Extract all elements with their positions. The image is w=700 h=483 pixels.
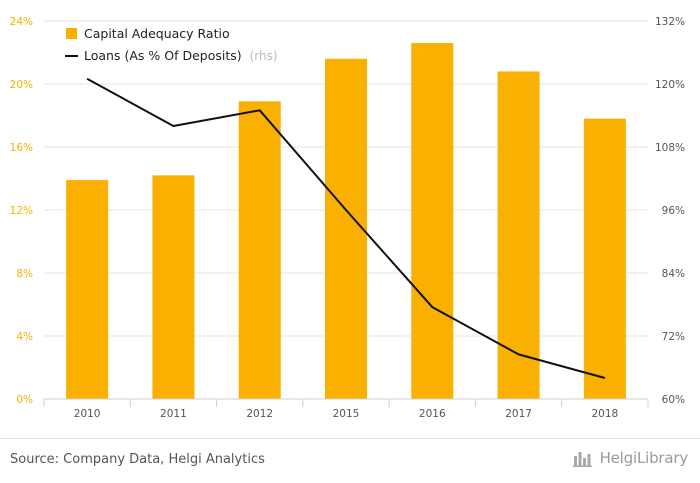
x-tick-label: 2010 xyxy=(74,408,101,420)
legend-label-rhs: (rhs) xyxy=(250,49,278,63)
y-left-tick-label: 4% xyxy=(16,331,33,343)
y-left-tick-label: 8% xyxy=(16,268,33,280)
footer: Source: Company Data, Helgi Analytics He… xyxy=(0,438,700,483)
y-axis-right: 60% 72% 84% 96% 108% 120% 132% xyxy=(655,16,685,406)
y-right-tick-label: 60% xyxy=(662,394,685,406)
y-left-tick-label: 16% xyxy=(10,142,33,154)
x-tick-label: 2011 xyxy=(160,408,187,420)
x-tick-label: 2018 xyxy=(591,408,618,420)
x-tick-label: 2016 xyxy=(419,408,446,420)
y-left-tick-label: 24% xyxy=(10,16,33,28)
line-series xyxy=(86,77,606,379)
x-tick-label: 2017 xyxy=(505,408,532,420)
chart: 2010 2011 2012 2015 2016 2017 2018 0% 4% 8% 12% 16… xyxy=(10,16,685,420)
footer-divider xyxy=(0,438,700,439)
y-right-tick-label: 96% xyxy=(662,205,685,217)
legend-label-bar: Capital Adequacy Ratio xyxy=(84,26,230,41)
loans-line xyxy=(86,77,606,379)
y-right-tick-label: 120% xyxy=(655,79,685,91)
y-right-tick-label: 84% xyxy=(662,268,685,280)
y-left-tick-label: 0% xyxy=(16,394,33,406)
bar-2011 xyxy=(152,175,195,399)
bar-2018 xyxy=(583,118,626,400)
bar-2015 xyxy=(325,58,367,400)
legend-swatch-bar xyxy=(66,28,77,39)
y-right-tick-label: 72% xyxy=(662,331,685,343)
y-axis-left: 0% 4% 8% 12% 16% 20% 24% xyxy=(10,16,33,406)
legend-label-line: Loans (As % Of Deposits) xyxy=(84,48,242,63)
bar-2012 xyxy=(238,101,281,399)
bar-2017 xyxy=(497,71,540,400)
x-tick-label: 2012 xyxy=(246,408,273,420)
legend: Capital Adequacy Ratio Loans (As % Of De… xyxy=(65,26,278,63)
y-left-tick-label: 12% xyxy=(10,205,33,217)
bar-2010 xyxy=(66,180,109,399)
brand-name: HelgiLibrary xyxy=(599,449,689,467)
source-note: Source: Company Data, Helgi Analytics xyxy=(10,452,265,467)
y-right-tick-label: 132% xyxy=(655,16,685,28)
helgi-logo-icon xyxy=(572,452,592,467)
brand: HelgiLibrary xyxy=(572,449,689,467)
bar-2016 xyxy=(411,43,454,400)
bar-series xyxy=(66,43,626,400)
y-left-tick-label: 20% xyxy=(10,79,33,91)
svg-text:Loans (As % Of Deposits): Loans (As % Of Deposits) (rhs) xyxy=(84,48,278,63)
x-axis: 2010 2011 2012 2015 2016 2017 2018 xyxy=(43,398,649,420)
y-right-tick-label: 108% xyxy=(655,142,685,154)
x-tick-label: 2015 xyxy=(333,408,360,420)
